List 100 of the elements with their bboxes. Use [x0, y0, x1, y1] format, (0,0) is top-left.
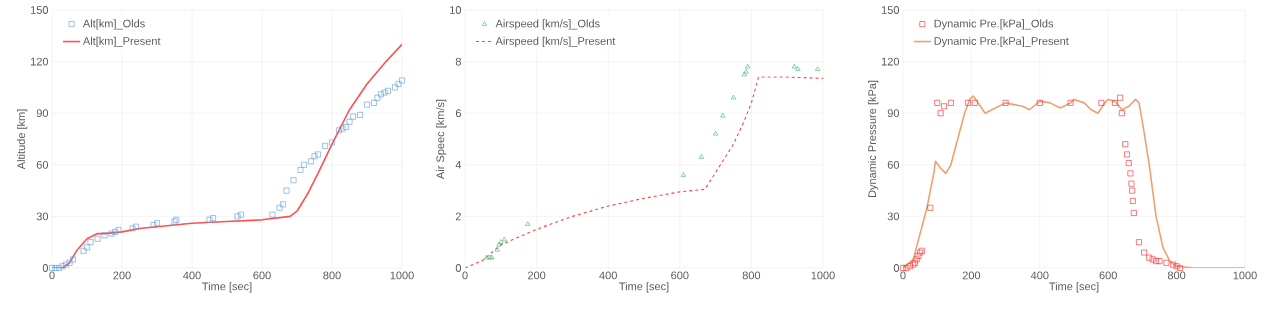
point — [150, 222, 157, 228]
point — [210, 215, 216, 222]
point — [525, 221, 531, 226]
point — [1118, 110, 1125, 117]
x-tick-label: 200 — [962, 271, 981, 280]
point — [934, 99, 941, 106]
point — [70, 256, 76, 263]
point — [1153, 258, 1159, 265]
point — [713, 130, 719, 136]
point — [698, 154, 704, 159]
y-tick-label: 0 — [455, 264, 462, 272]
y-tick-label: 6 — [455, 109, 461, 118]
y-tick-label: 30 — [36, 212, 49, 221]
point — [108, 230, 115, 237]
point — [52, 265, 59, 271]
point — [59, 263, 66, 270]
x-tick-label: 800 — [742, 271, 761, 280]
x-tick-label: 1000 — [811, 271, 835, 280]
point — [1112, 99, 1118, 106]
point — [1117, 94, 1124, 101]
point — [501, 236, 507, 242]
point — [1146, 254, 1153, 261]
point — [1067, 99, 1074, 106]
point — [350, 113, 356, 120]
point — [84, 244, 90, 251]
point — [730, 94, 737, 100]
point — [1173, 263, 1180, 270]
point — [903, 265, 910, 271]
x-tick-label: 400 — [183, 271, 201, 280]
point — [87, 239, 94, 246]
point — [238, 211, 244, 218]
x-tick-label: 400 — [599, 271, 617, 280]
point — [1163, 259, 1170, 266]
point — [1156, 258, 1163, 265]
legend-label: Airspeed [km/s]_Olds — [495, 19, 600, 30]
point — [80, 247, 87, 254]
point — [56, 265, 62, 271]
legend-label: Dynamic Pre.[kPa]_Olds — [934, 19, 1054, 30]
point — [154, 220, 160, 227]
y-tick-label: 150 — [30, 6, 49, 14]
point — [941, 103, 947, 110]
point — [1002, 99, 1009, 106]
y-axis-title: Air Speec [km/s] — [436, 99, 447, 180]
point — [311, 153, 318, 160]
x-tick-label: 200 — [527, 271, 546, 280]
point — [329, 139, 335, 146]
point — [206, 216, 213, 223]
point — [900, 265, 906, 271]
point — [101, 232, 108, 239]
point — [374, 94, 381, 101]
x-tick-label: 1000 — [390, 271, 414, 280]
y-tick-label: 60 — [887, 160, 900, 169]
x-tick-label: 400 — [1030, 271, 1049, 280]
point — [1036, 99, 1043, 106]
x-tick-label: 600 — [671, 271, 689, 280]
point — [94, 235, 101, 242]
point — [276, 204, 283, 211]
point — [378, 91, 384, 98]
y-tick-label: 2 — [455, 212, 461, 221]
y-tick-label: 150 — [881, 6, 900, 14]
point — [745, 63, 751, 69]
y-tick-label: 4 — [455, 161, 462, 169]
point — [297, 167, 304, 173]
point — [965, 99, 971, 106]
legend-label: Alt[km]_Present — [82, 36, 161, 48]
x-axis-title: Time [sec] — [1049, 282, 1099, 293]
point — [129, 225, 136, 232]
point — [308, 158, 314, 165]
legend-label: Airspeed [km/s]_Present — [495, 36, 616, 48]
point — [133, 223, 139, 230]
point — [381, 89, 388, 96]
point — [720, 112, 726, 118]
point — [741, 71, 747, 77]
point — [1125, 160, 1132, 166]
point — [399, 77, 405, 84]
y-tick-label: 0 — [893, 264, 900, 272]
point — [1149, 256, 1156, 263]
point — [1129, 187, 1136, 194]
point — [1141, 249, 1148, 256]
point — [322, 142, 328, 149]
line-series — [465, 76, 823, 268]
point — [947, 99, 954, 106]
x-tick-label: 200 — [113, 271, 131, 280]
y-tick-label: 90 — [887, 109, 900, 118]
y-tick-label: 120 — [30, 57, 49, 66]
point — [1136, 239, 1142, 246]
line-series — [903, 95, 1245, 268]
point — [1170, 261, 1177, 268]
point — [385, 87, 391, 94]
point — [63, 261, 69, 268]
x-tick-label: 0 — [900, 271, 906, 280]
point — [743, 69, 749, 74]
point — [1098, 99, 1105, 106]
point — [364, 101, 370, 108]
point — [1130, 210, 1137, 216]
x-tick-label: 800 — [323, 271, 341, 280]
point — [301, 161, 307, 168]
point — [1127, 170, 1134, 177]
y-tick-label: 10 — [450, 6, 462, 14]
point — [927, 204, 934, 211]
